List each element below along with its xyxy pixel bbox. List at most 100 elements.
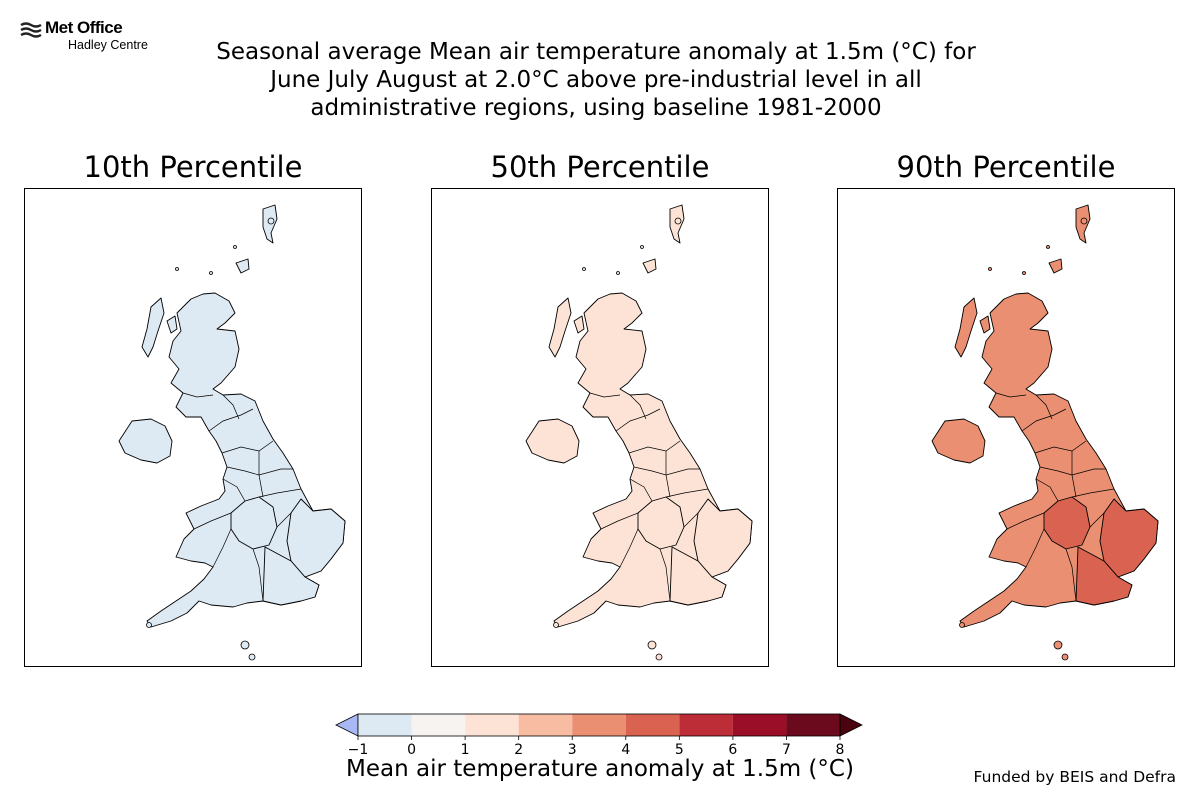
region-boundary — [182, 392, 214, 398]
panel-title-p90: 90th Percentile — [896, 150, 1116, 184]
outer-hebrides-region — [548, 297, 572, 358]
logo-name: Met Office — [45, 18, 123, 37]
island — [582, 267, 586, 271]
colorbar-tick-label: 7 — [782, 742, 791, 758]
west-midlands-region — [1043, 496, 1091, 550]
met-office-logo-icon — [20, 22, 42, 38]
colorbar-segment — [625, 714, 680, 736]
colorbar-tick-label: 3 — [568, 742, 577, 758]
region-boundary — [665, 451, 671, 498]
colorbar-segment — [732, 714, 787, 736]
colorbar-extend-high — [839, 713, 863, 737]
region-boundary — [629, 478, 653, 502]
west-midlands-region — [637, 496, 685, 550]
region-boundary — [222, 394, 240, 420]
east-england-region — [286, 498, 346, 578]
island — [175, 267, 179, 271]
colorbar-segment — [572, 714, 626, 736]
colorbar-segment — [465, 714, 519, 736]
region-boundary — [619, 528, 639, 568]
colorbar-tick-label: 4 — [621, 742, 630, 758]
island — [146, 622, 152, 628]
uk-map — [931, 204, 1159, 661]
island — [655, 653, 663, 661]
island — [959, 622, 965, 628]
colorbar-tick-label: 6 — [728, 742, 737, 758]
region-boundary — [659, 548, 671, 602]
region-boundary — [1035, 478, 1059, 502]
colorbar-segment — [786, 714, 840, 736]
logo-subtitle: Hadley Centre — [68, 38, 148, 52]
region-boundary — [1071, 451, 1077, 498]
island — [240, 640, 250, 650]
island — [1053, 640, 1063, 650]
colorbar-tick-label: 1 — [461, 742, 470, 758]
outer-hebrides-region — [141, 297, 165, 358]
colorbar-tick-label: 8 — [836, 742, 845, 758]
region-boundary — [258, 488, 302, 498]
region-boundary — [1034, 440, 1087, 454]
gb-mainland-region — [146, 292, 346, 628]
island — [640, 245, 644, 249]
island — [988, 267, 992, 271]
map-panel-p10 — [24, 188, 362, 667]
figure-title-line: June July August at 2.0°C above pre-indu… — [270, 67, 922, 93]
gb-mainland-region — [959, 292, 1159, 628]
colorbar-tick-label: 5 — [675, 742, 684, 758]
orkney-region — [642, 258, 657, 274]
region-boundary — [258, 451, 264, 498]
panel-title-p50: 50th Percentile — [490, 150, 710, 184]
region-boundary — [1035, 394, 1053, 420]
skye-region — [573, 315, 585, 334]
colorbar-tick-label: 2 — [514, 742, 523, 758]
region-boundary — [628, 440, 681, 454]
region-boundary — [600, 512, 639, 530]
region-boundary — [222, 478, 246, 502]
colorbar-extend-low — [335, 713, 359, 737]
region-boundary — [1065, 548, 1077, 602]
figure-title: Seasonal average Mean air temperature an… — [150, 38, 1042, 122]
funding-credit: Funded by BEIS and Defra — [973, 768, 1176, 786]
region-boundary — [683, 512, 699, 528]
colorbar-label: Mean air temperature anomaly at 1.5m (°C… — [346, 756, 854, 782]
region-boundary — [252, 548, 264, 602]
skye-region — [166, 315, 178, 334]
region-boundary — [212, 528, 232, 568]
colorbar-segment — [358, 714, 412, 736]
uk-map — [118, 204, 346, 661]
island — [1080, 217, 1088, 225]
region-boundary — [1025, 528, 1045, 568]
outer-hebrides-region — [954, 297, 978, 358]
region-boundary — [1071, 488, 1115, 498]
colorbar-outline — [357, 713, 841, 737]
uk-map — [525, 204, 753, 661]
map-panel-p90 — [837, 188, 1175, 667]
south-east-region — [669, 546, 727, 606]
figure-title-line: Seasonal average Mean air temperature an… — [216, 39, 976, 65]
island — [1061, 653, 1069, 661]
west-midlands-region — [230, 496, 278, 550]
region-boundary — [665, 488, 709, 498]
northern-ireland-region — [931, 418, 986, 464]
island — [209, 271, 213, 275]
region-boundary — [589, 392, 621, 398]
region-boundary — [995, 392, 1027, 398]
figure-title-line: administrative regions, using baseline 1… — [310, 95, 882, 121]
island — [553, 622, 559, 628]
island — [1046, 245, 1050, 249]
northern-ireland-region — [525, 418, 580, 464]
region-boundary — [193, 512, 232, 530]
gb-mainland-region — [553, 292, 753, 628]
island — [248, 653, 256, 661]
island — [647, 640, 657, 650]
map-panel-p50 — [431, 188, 769, 667]
orkney-region — [235, 258, 250, 274]
skye-region — [979, 315, 991, 334]
orkney-region — [1048, 258, 1063, 274]
region-boundary — [1021, 408, 1067, 432]
colorbar-tick-label: 0 — [407, 742, 416, 758]
island — [1022, 271, 1026, 275]
colorbar-segment — [518, 714, 573, 736]
east-england-region — [1099, 498, 1159, 578]
island — [616, 271, 620, 275]
